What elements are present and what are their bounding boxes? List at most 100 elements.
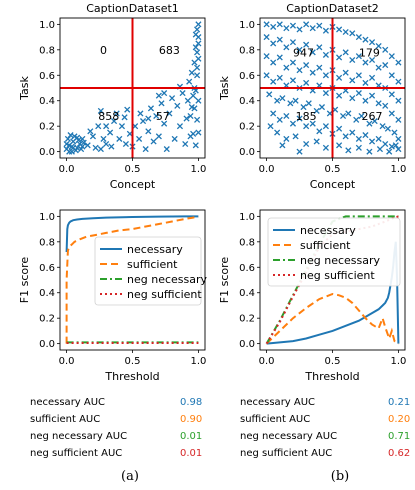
scatter-point bbox=[342, 69, 349, 76]
scatter-point bbox=[195, 55, 202, 62]
y-tick-label: 0.0 bbox=[39, 147, 55, 158]
x-tick-label: 0.0 bbox=[59, 164, 75, 175]
quadrant-count: 0 bbox=[100, 44, 107, 57]
scatter-point bbox=[395, 146, 402, 153]
scatter-point bbox=[276, 116, 283, 123]
scatter-point bbox=[137, 110, 144, 117]
x-tick-label: 1.0 bbox=[390, 356, 406, 367]
scatter-point bbox=[313, 138, 320, 145]
scatter-point bbox=[283, 44, 290, 51]
scatter-point bbox=[368, 39, 376, 46]
auc-label: necessary AUC bbox=[30, 397, 105, 408]
scatter-point bbox=[322, 51, 329, 58]
scatter-point bbox=[305, 100, 312, 107]
y-tick-label: 0.6 bbox=[239, 263, 255, 274]
scatter-point bbox=[349, 77, 356, 84]
scatter-point bbox=[342, 49, 349, 56]
auc-value: 0.62 bbox=[388, 448, 410, 459]
legend-box bbox=[267, 217, 401, 287]
scatter-point bbox=[150, 138, 157, 145]
scatter-point bbox=[276, 54, 283, 61]
scatter-point bbox=[195, 97, 202, 104]
scatter-point bbox=[64, 135, 71, 142]
scatter-point bbox=[183, 115, 190, 122]
y-tick-label: 0.8 bbox=[239, 237, 255, 248]
scatter-point bbox=[263, 72, 270, 79]
scatter-point bbox=[270, 23, 277, 30]
scatter-point bbox=[124, 106, 131, 113]
scatter-point bbox=[292, 97, 299, 104]
scatter-point bbox=[342, 28, 349, 36]
scatter-point bbox=[336, 125, 343, 132]
scatter-point bbox=[336, 142, 343, 149]
x-tick-label: 0.0 bbox=[59, 356, 75, 367]
scatter-point bbox=[194, 116, 201, 123]
y-axis-label: F1 score bbox=[18, 257, 31, 304]
scatter-point bbox=[303, 123, 310, 130]
chart-panel-4: 0.0 0.5 1.0 0.0 0.2 0.4 0.6 0.8 1.0 Threshold F1 s… bbox=[218, 209, 406, 383]
scatter-point bbox=[263, 34, 270, 41]
scatter-point bbox=[289, 120, 297, 127]
scatter-point bbox=[190, 92, 197, 99]
legend: necessary sufficient neg necessary neg suff… bbox=[267, 217, 401, 287]
scatter-point bbox=[283, 135, 290, 142]
quadrant-count: 185 bbox=[296, 110, 317, 123]
legend-label: necessary bbox=[300, 224, 356, 237]
y-tick-label: 0.4 bbox=[239, 288, 255, 299]
y-tick-label: 0.4 bbox=[239, 96, 255, 107]
scatter-point bbox=[187, 133, 194, 140]
scatter-point bbox=[368, 74, 376, 81]
auc-value: 0.71 bbox=[388, 431, 410, 442]
scatter-point bbox=[100, 135, 107, 142]
scatter-point bbox=[103, 140, 110, 148]
scatter-point bbox=[349, 30, 356, 37]
scatter-point bbox=[391, 129, 398, 136]
scatter-point bbox=[188, 104, 195, 111]
scatter-point bbox=[84, 142, 91, 149]
scatter-point bbox=[263, 21, 270, 28]
scatter-point bbox=[68, 143, 75, 150]
scatter-point bbox=[303, 62, 310, 69]
scatter-point bbox=[108, 143, 115, 150]
scatter-point bbox=[274, 129, 281, 136]
scatter-point bbox=[313, 107, 320, 114]
scatter-point bbox=[345, 147, 352, 154]
chart-title: CaptionDataset2 bbox=[286, 2, 379, 15]
auc-label: neg necessary AUC bbox=[240, 431, 337, 442]
scatter-point bbox=[303, 79, 310, 86]
scatter-point bbox=[113, 110, 120, 117]
scatter-point bbox=[336, 92, 343, 99]
scatter-point bbox=[336, 74, 343, 81]
quadrant-count: 267 bbox=[362, 110, 383, 123]
auc-label: necessary AUC bbox=[240, 397, 315, 408]
scatter-point bbox=[395, 59, 402, 66]
scatter-point bbox=[395, 97, 402, 104]
scatter-point bbox=[187, 112, 194, 120]
scatter-point bbox=[316, 22, 323, 29]
quadrant-count: 57 bbox=[156, 110, 170, 123]
legend-label: neg sufficient bbox=[300, 269, 375, 282]
scatter-point bbox=[266, 91, 273, 98]
scatter-point bbox=[89, 133, 97, 140]
y-tick-label: 1.0 bbox=[39, 20, 55, 31]
scatter-point bbox=[161, 90, 168, 97]
scatter-point bbox=[63, 140, 70, 148]
scatter-point bbox=[395, 78, 402, 85]
x-tick-label: 1.0 bbox=[190, 356, 206, 367]
y-tick-label: 0.2 bbox=[239, 122, 255, 133]
scatter-point bbox=[95, 123, 102, 130]
y-tick-label: 0.6 bbox=[239, 71, 255, 82]
scatter-point bbox=[355, 72, 362, 79]
scatter-point bbox=[163, 146, 170, 153]
scatter-point bbox=[283, 25, 290, 32]
scatter-point bbox=[121, 114, 128, 121]
y-axis-label: Task bbox=[218, 76, 231, 101]
y-axis-label: F1 score bbox=[218, 257, 231, 304]
scatter-point bbox=[349, 95, 356, 102]
scatter-point bbox=[316, 44, 323, 51]
y-tick-label: 1.0 bbox=[239, 20, 255, 31]
scatter-point bbox=[118, 123, 126, 130]
scatter-point bbox=[171, 135, 178, 142]
scatter-point bbox=[287, 100, 294, 107]
